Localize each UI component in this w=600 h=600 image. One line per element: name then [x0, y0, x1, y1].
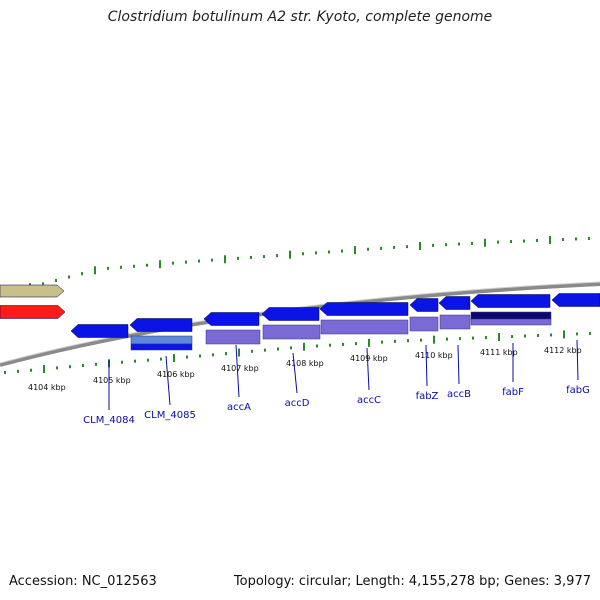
- gene-bar-clm4085-b: [130, 343, 193, 351]
- gene-bar-fabf: [470, 318, 552, 326]
- scale-label: 4112 kbp: [544, 346, 582, 355]
- scale-label: 4109 kbp: [350, 354, 388, 363]
- gene-bar-accb: [439, 314, 471, 330]
- gene-label[interactable]: accC: [357, 395, 381, 406]
- label-leader-line: [165, 355, 171, 406]
- label-leader-line: [366, 347, 370, 391]
- label-leader-line: [457, 344, 460, 385]
- label-leader-line: [235, 344, 240, 398]
- gene-label[interactable]: accD: [285, 398, 310, 409]
- gene-arrow-acca: [203, 312, 260, 326]
- gene-arrow-fabz: [409, 298, 439, 312]
- scale-label: 4110 kbp: [415, 351, 453, 360]
- scale-label: 4106 kbp: [157, 370, 195, 379]
- gene-arrow-accc: [319, 302, 409, 316]
- gene-arrow-accd: [261, 307, 320, 321]
- gene-label[interactable]: fabF: [502, 387, 524, 398]
- gene-label[interactable]: fabZ: [416, 391, 439, 402]
- gene-arrow-khaki: [0, 284, 65, 298]
- label-leader-line: [425, 344, 428, 387]
- gene-label[interactable]: accB: [447, 389, 471, 400]
- gene-bar-fabz: [409, 316, 439, 332]
- gene-label[interactable]: fabG: [566, 385, 590, 396]
- topology-summary: Topology: circular; Length: 4,155,278 bp…: [233, 574, 591, 589]
- map-title: Clostridium botulinum A2 str. Kyoto, com…: [107, 9, 493, 25]
- scale-labels: 4104 kbp 4105 kbp 4106 kbp 4107 kbp 4108 kbp…: [28, 346, 582, 392]
- gene-label[interactable]: accA: [227, 402, 251, 413]
- gene-bar-clm4085-a: [130, 335, 193, 345]
- scale-label: 4108 kbp: [286, 359, 324, 368]
- gene-arrow-clm4084: [70, 324, 129, 338]
- gene-label[interactable]: CLM_4085: [144, 410, 196, 421]
- label-leader-line: [292, 352, 298, 394]
- gene-arrow-fabg: [551, 293, 600, 307]
- gene-bar-acca: [205, 329, 261, 345]
- scale-label: 4104 kbp: [28, 383, 66, 392]
- scale-label: 4107 kbp: [221, 364, 259, 373]
- gene-arrow-clm4085: [129, 318, 193, 332]
- scale-label: 4111 kbp: [480, 348, 518, 357]
- gene-arrow-accb: [438, 296, 471, 310]
- gene-bar-accc: [320, 319, 409, 335]
- label-leader-line: [576, 339, 579, 381]
- gene-arrow-red: [0, 305, 66, 319]
- tick-marks: [3, 236, 591, 375]
- accession-text: Accession: NC_012563: [9, 574, 157, 589]
- gene-label[interactable]: CLM_4084: [83, 415, 135, 426]
- gene-features: [0, 284, 600, 351]
- gene-bar-accd: [262, 324, 321, 340]
- gene-arrow-fabf: [470, 294, 551, 308]
- scale-label: 4105 kbp: [93, 376, 131, 385]
- gene-labels: CLM_4084 CLM_4085 accA accD accC fabZ accB fabF…: [83, 339, 590, 426]
- backbone-highlight: [0, 281, 600, 364]
